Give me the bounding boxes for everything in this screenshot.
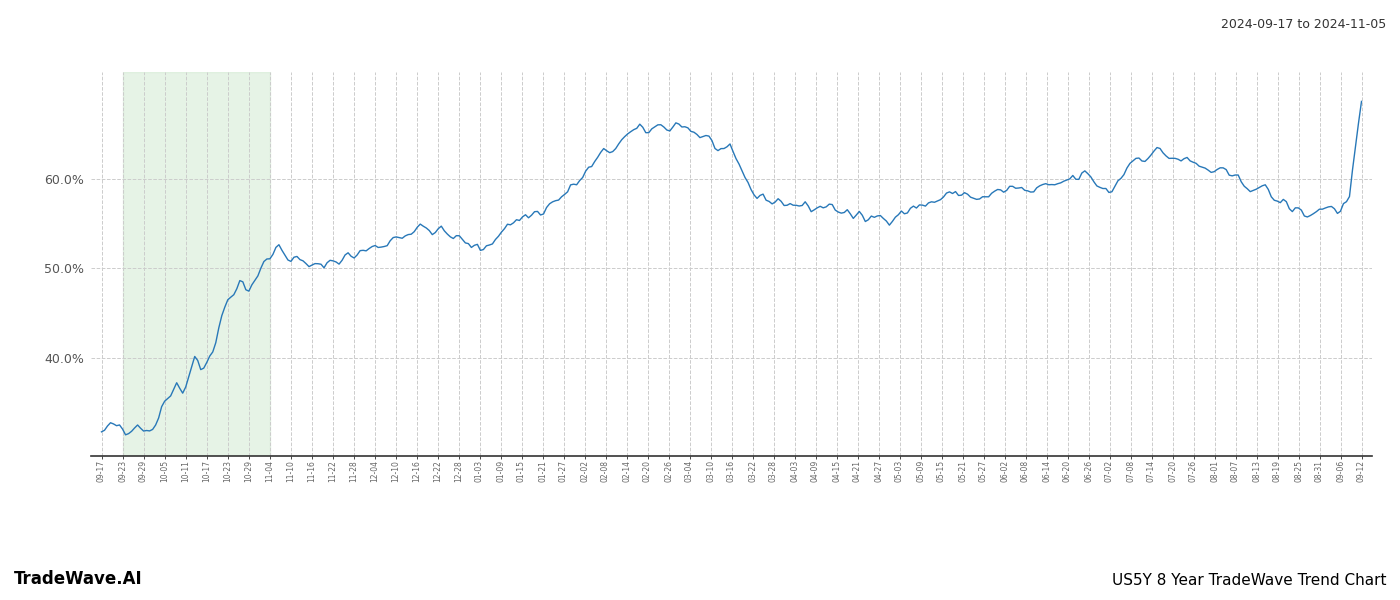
Text: 2024-09-17 to 2024-11-05: 2024-09-17 to 2024-11-05 bbox=[1221, 18, 1386, 31]
Text: US5Y 8 Year TradeWave Trend Chart: US5Y 8 Year TradeWave Trend Chart bbox=[1112, 573, 1386, 588]
Bar bbox=[123, 72, 269, 456]
Text: TradeWave.AI: TradeWave.AI bbox=[14, 570, 143, 588]
